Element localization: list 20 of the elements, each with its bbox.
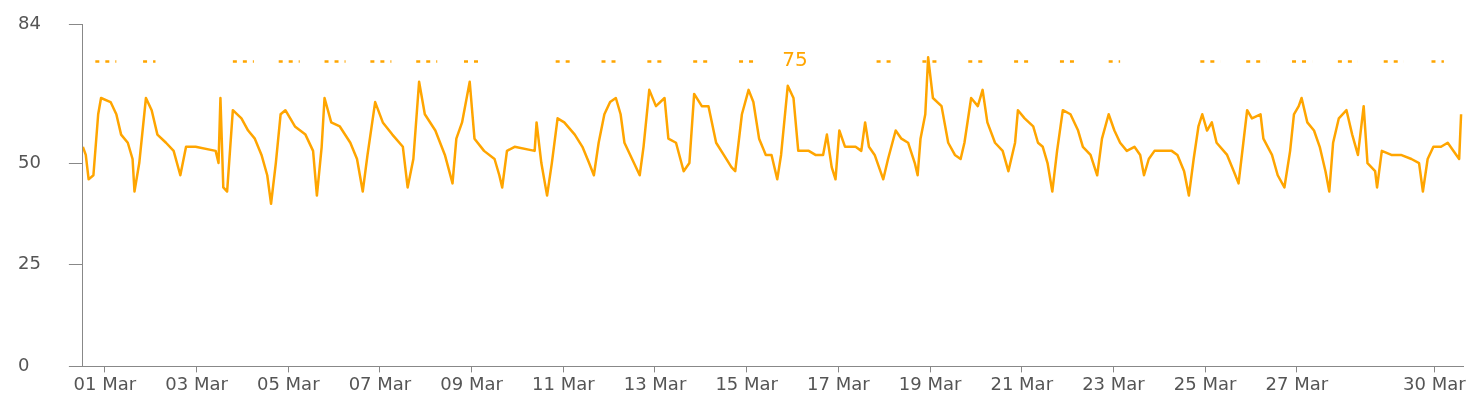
x-tick-label: 01 Mar bbox=[73, 372, 137, 394]
y-tick-label: 25 bbox=[18, 252, 41, 274]
x-tick-label: 23 Mar bbox=[1082, 372, 1146, 394]
x-tick-label: 17 Mar bbox=[807, 372, 871, 394]
x-tick-label: 21 Mar bbox=[990, 372, 1054, 394]
x-tick-label: 05 Mar bbox=[256, 372, 321, 394]
x-tick-label: 27 Mar bbox=[1265, 372, 1329, 394]
x-tick-label: 30 Mar bbox=[1403, 372, 1467, 394]
x-tick-label: 25 Mar bbox=[1173, 372, 1238, 394]
y-tick-label: 50 bbox=[18, 150, 41, 172]
x-tick-label: 11 Mar bbox=[532, 372, 596, 394]
x-tick-label: 03 Mar bbox=[165, 372, 229, 394]
y-tick-label: 0 bbox=[18, 354, 30, 376]
x-tick-label: 19 Mar bbox=[898, 372, 962, 394]
x-tick-label: 13 Mar bbox=[623, 372, 687, 394]
y-tick-label: 84 bbox=[18, 12, 41, 34]
x-tick-label: 15 Mar bbox=[715, 372, 779, 394]
annotation: 75 bbox=[782, 47, 808, 71]
x-tick-label: 07 Mar bbox=[348, 372, 412, 394]
x-tick-label: 09 Mar bbox=[440, 372, 504, 394]
